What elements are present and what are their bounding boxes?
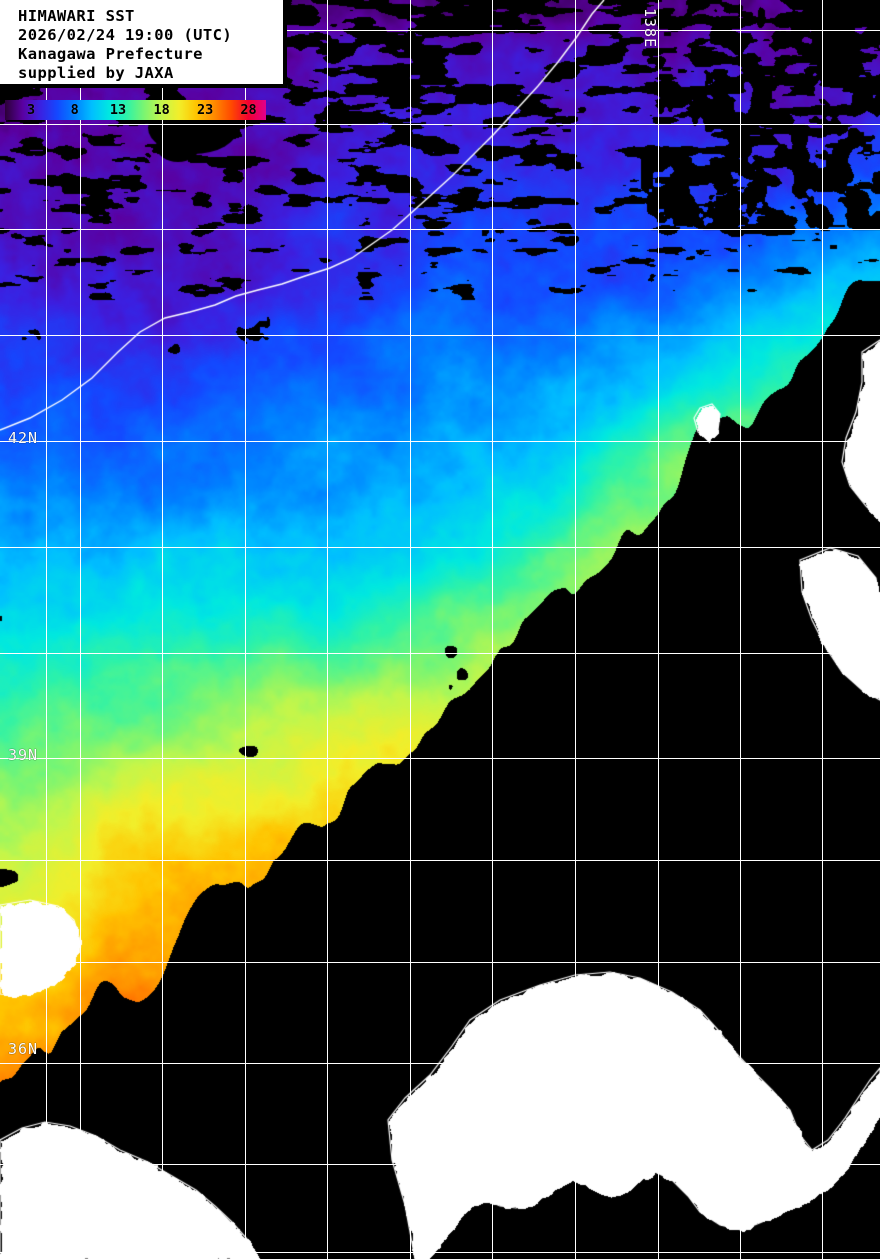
- legend-line-timestamp: 2026/02/24 19:00 (UTC): [18, 26, 233, 44]
- legend-line-product: HIMAWARI SST: [18, 7, 135, 25]
- colorbar-tick-13: 13: [109, 102, 127, 118]
- legend-line-credit: supplied by JAXA: [18, 64, 174, 82]
- sst-colorbar: 3 8 13 18 23 28: [5, 100, 266, 120]
- legend-line-region: Kanagawa Prefecture: [18, 45, 203, 63]
- colorbar-tick-23: 23: [197, 102, 214, 118]
- colorbar-tick-3: 3: [27, 102, 36, 118]
- colorbar-gradient: [5, 100, 266, 120]
- colorbar-tick-28: 28: [240, 102, 257, 118]
- colorbar-tick-18: 18: [153, 102, 170, 118]
- colorbar-tick-8: 8: [70, 102, 79, 118]
- title-legend-box: HIMAWARI SST 2026/02/24 19:00 (UTC) Kana…: [0, 0, 287, 88]
